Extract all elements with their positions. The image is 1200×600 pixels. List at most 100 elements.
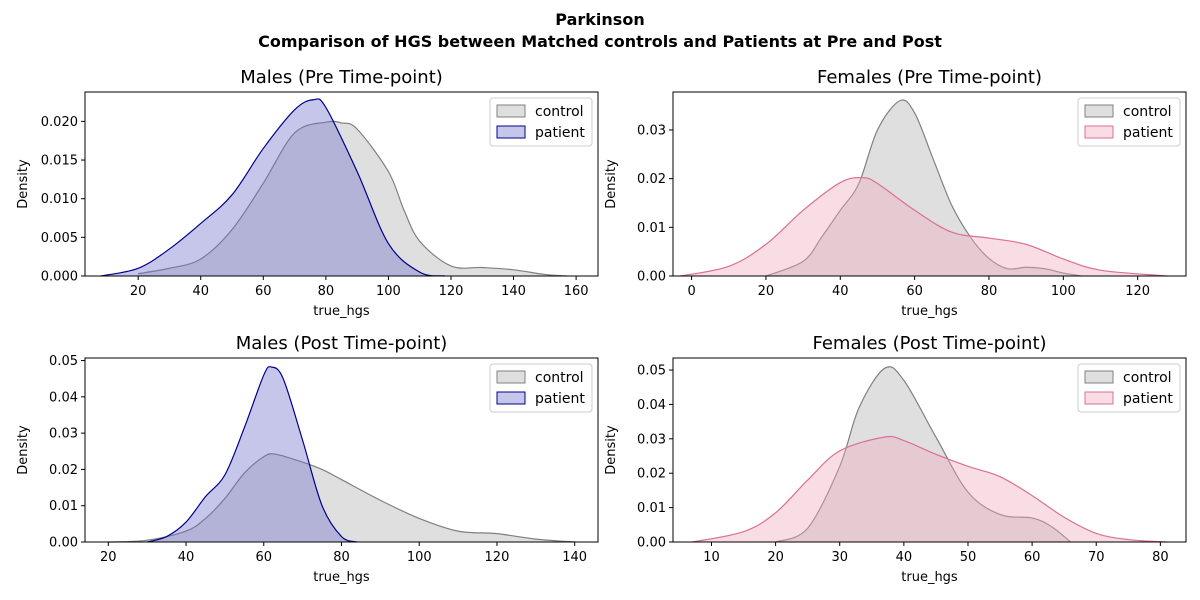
legend-label-control: control [535,370,584,386]
subplot-3: 20 40 60 80 100 120 140 0.00 0.01 0.02 0.03 0.04 0.0… [16,333,599,585]
x-tick-label: 40 [178,550,195,565]
x-tick-label: 20 [130,284,147,299]
x-tick-label: 120 [439,284,464,299]
density-line-control [108,453,575,543]
density-line-control [765,99,1083,277]
x-tick-label: 20 [767,550,784,565]
density-line-patient [100,98,445,277]
axes-frame [672,91,1187,277]
density-area-patient [100,98,445,276]
legend: control patient [1077,97,1181,147]
x-tick-label: 60 [255,550,272,565]
x-tick-label: 20 [758,284,775,299]
y-axis-label: Density [604,159,619,209]
x-tick-label: 80 [1152,550,1169,565]
y-tick-label: 0.015 [41,154,78,169]
y-tick-label: 0.00 [49,536,78,551]
x-tick-label: 40 [192,284,209,299]
legend-label-patient: patient [1123,391,1173,407]
y-tick-label: 0.05 [49,354,78,369]
subplot-title: Males (Pre Time-point) [240,67,443,88]
x-tick-label: 100 [376,284,401,299]
y-tick-label: 0.005 [41,231,78,246]
x-tick-label: 60 [255,284,272,299]
x-tick-label: 30 [831,550,848,565]
x-tick-label: 100 [407,550,432,565]
x-tick-label: 160 [564,284,589,299]
x-axis-label: true_hgs [901,304,958,319]
y-tick-label: 0.01 [637,221,666,236]
legend-label-control: control [1123,104,1172,120]
y-tick-label: 0.05 [637,364,666,379]
y-tick-label: 0.00 [637,270,666,285]
legend-label-patient: patient [535,391,585,407]
density-area-control [765,99,1082,276]
y-tick-label: 0.00 [637,536,666,551]
legend-swatch-control [496,370,526,384]
legend: control patient [489,97,593,147]
x-tick-label: 0 [687,284,695,299]
density-line-patient [680,176,1168,277]
density-area-patient [692,436,1167,542]
legend-box [1077,363,1181,413]
legend-swatch-control [496,104,526,118]
y-tick-label: 0.01 [49,499,78,514]
legend: control patient [1077,363,1181,413]
density-line-control [138,120,567,277]
x-tick-label: 140 [501,284,526,299]
legend-swatch-patient [496,125,526,139]
x-tick-label: 70 [1088,550,1105,565]
y-tick-label: 0.03 [637,123,666,138]
density-line-patient [692,435,1167,543]
x-tick-label: 80 [318,284,335,299]
subplot-title: Females (Pre Time-point) [817,67,1042,88]
legend-box [489,363,593,413]
figure-suptitle-line2: Comparison of HGS between Matched contro… [258,32,942,51]
density-area-patient [680,177,1168,276]
subplot-4: 10 20 30 40 50 60 70 80 0.00 0.01 0.02 0.03 0.04 0.05… [604,333,1187,585]
density-line-control [775,366,1071,543]
x-tick-label: 100 [1051,284,1076,299]
y-tick-label: 0.000 [41,270,78,285]
subplot-title: Females (Post Time-point) [812,333,1046,354]
x-tick-label: 40 [832,284,849,299]
density-area-patient [147,366,358,542]
x-tick-label: 50 [960,550,977,565]
subplot-title: Males (Post Time-point) [236,333,448,354]
legend-swatch-control [1084,104,1114,118]
subplot-1: 20 40 60 80 100 120 140 160 0.000 0.005 0.010 0.015… [16,67,599,319]
legend-swatch-control [1084,370,1114,384]
x-tick-label: 40 [896,550,913,565]
y-axis-label: Density [16,425,31,475]
legend-label-patient: patient [535,125,585,141]
legend-swatch-patient [1084,391,1114,405]
legend-label-control: control [535,104,584,120]
x-tick-label: 140 [562,550,587,565]
x-tick-label: 80 [981,284,998,299]
x-axis-label: true_hgs [313,304,370,319]
x-tick-label: 120 [1125,284,1150,299]
density-area-control [775,366,1071,542]
y-tick-label: 0.03 [637,432,666,447]
y-tick-label: 0.020 [41,115,78,130]
y-tick-label: 0.02 [49,463,78,478]
y-axis-label: Density [16,159,31,209]
x-tick-label: 80 [333,550,350,565]
subplot-2: 0 20 40 60 80 100 120 0.00 0.01 0.02 0.03 Females (… [604,67,1187,319]
y-tick-label: 0.03 [49,427,78,442]
x-tick-label: 20 [100,550,117,565]
y-tick-label: 0.04 [637,398,666,413]
y-tick-label: 0.04 [49,390,78,405]
y-tick-label: 0.02 [637,467,666,482]
x-tick-label: 120 [485,550,510,565]
legend-label-patient: patient [1123,125,1173,141]
x-axis-label: true_hgs [901,570,958,585]
density-area-control [138,121,567,276]
y-tick-label: 0.02 [637,172,666,187]
y-tick-label: 0.01 [637,501,666,516]
legend: control patient [489,363,593,413]
y-tick-label: 0.010 [41,192,78,207]
density-area-control [108,453,575,542]
